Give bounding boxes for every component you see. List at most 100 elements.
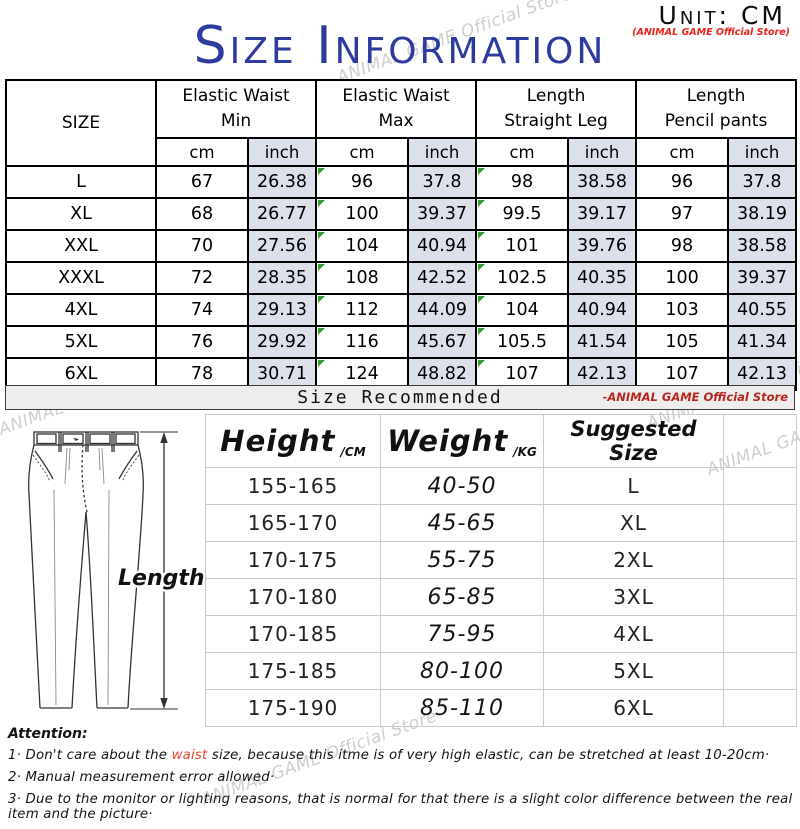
weight-cell: 85-110 — [380, 689, 544, 727]
note1-waist-highlight: waist — [171, 748, 208, 763]
height-cell: 155-165 — [205, 467, 381, 505]
size-cell: L — [5, 165, 157, 199]
size-cell: XL — [5, 197, 157, 231]
recommend-row: 165-170 45-65 XL — [205, 504, 797, 542]
straight-inch-cell: 41.54 — [567, 325, 638, 359]
length-label: Length — [118, 566, 205, 591]
suggested-size-cell: 6XL — [543, 689, 724, 727]
empty-cell — [723, 504, 797, 542]
unit-label: Unit: CM — [658, 1, 786, 30]
weight-cell: 80-100 — [380, 652, 544, 690]
store-note-bar: -ANIMAL GAME Official Store — [602, 390, 788, 404]
size-row: XXL 70 27.56 104 40.94 101 39.76 98 38.5… — [5, 229, 798, 263]
empty-cell — [723, 615, 797, 653]
recommend-row: 175-190 85-110 6XL — [205, 689, 797, 727]
straight-inch-cell: 38.58 — [567, 165, 638, 199]
recommend-row: 170-175 55-75 2XL — [205, 541, 797, 579]
attention-note-3: 3· Due to the monitor or lighting reason… — [8, 792, 793, 822]
max-cm-cell: 108 — [315, 261, 410, 295]
group-header-waist-min: Elastic Waist Min — [154, 79, 318, 139]
size-row: 4XL 74 29.13 112 44.09 104 40.94 103 40.… — [5, 293, 798, 327]
unit-inch-cell: inch — [246, 137, 318, 167]
recommend-row: 170-180 65-85 3XL — [205, 578, 797, 616]
pencil-cm-cell: 97 — [635, 197, 730, 231]
note1-post: size, because this itme is of very high … — [207, 748, 770, 763]
straight-inch-cell: 39.17 — [567, 197, 638, 231]
pencil-inch-cell: 37.8 — [727, 165, 798, 199]
recommend-header-row: Height /CM Weight /KG Suggested Size — [205, 414, 797, 468]
min-cm-cell: 76 — [155, 325, 249, 359]
max-inch-cell: 45.67 — [407, 325, 478, 359]
recommend-row: 155-165 40-50 L — [205, 467, 797, 505]
weight-cell: 65-85 — [380, 578, 544, 616]
unit-inch-cell: inch — [727, 137, 798, 167]
height-cell: 170-180 — [205, 578, 381, 616]
straight-inch-cell: 40.35 — [567, 261, 638, 295]
weight-cell: 45-65 — [380, 504, 544, 542]
attention-note-1: 1· Don't care about the waist size, beca… — [8, 748, 796, 763]
group-line1: Elastic Waist — [182, 86, 290, 106]
straight-cm-cell: 102.5 — [475, 261, 570, 295]
pencil-cm-cell: 105 — [635, 325, 730, 359]
size-recommended-bar: Size Recommended -ANIMAL GAME Official S… — [5, 385, 795, 410]
pencil-inch-cell: 39.37 — [727, 261, 798, 295]
height-header: Height /CM — [205, 414, 381, 468]
straight-cm-cell: 101 — [475, 229, 570, 263]
height-unit: /CM — [340, 445, 366, 459]
straight-inch-cell: 39.76 — [567, 229, 638, 263]
height-cell: 170-185 — [205, 615, 381, 653]
attention-section: Attention: 1· Don't care about the waist… — [8, 726, 796, 829]
unit-cm-cell: cm — [315, 137, 410, 167]
empty-cell — [723, 467, 797, 505]
size-cell: XXXL — [5, 261, 157, 295]
size-table-header-row: SIZE Elastic Waist Min Elastic Waist Max… — [5, 79, 798, 167]
height-label: Height — [220, 424, 336, 458]
min-inch-cell: 26.77 — [246, 197, 318, 231]
store-note-top: (ANIMAL GAME Official Store) — [632, 27, 790, 38]
min-cm-cell: 68 — [155, 197, 249, 231]
group-line1: Length — [686, 86, 746, 106]
unit-cm-cell: cm — [155, 137, 249, 167]
empty-cell — [723, 578, 797, 616]
pencil-cm-cell: 100 — [635, 261, 730, 295]
group-line1: Elastic Waist — [342, 86, 450, 106]
height-cell: 175-190 — [205, 689, 381, 727]
pencil-cm-cell: 103 — [635, 293, 730, 327]
weight-label: Weight — [387, 424, 509, 458]
max-inch-cell: 42.52 — [407, 261, 478, 295]
size-row: 5XL 76 29.92 116 45.67 105.5 41.54 105 4… — [5, 325, 798, 359]
min-cm-cell: 70 — [155, 229, 249, 263]
recommend-row: 170-185 75-95 4XL — [205, 615, 797, 653]
min-cm-cell: 74 — [155, 293, 249, 327]
group-line2: Min — [220, 111, 252, 131]
min-cm-cell: 67 — [155, 165, 249, 199]
group-line2: Straight Leg — [504, 111, 608, 131]
straight-cm-cell: 104 — [475, 293, 570, 327]
straight-inch-cell: 40.94 — [567, 293, 638, 327]
pants-diagram: Length — [4, 412, 214, 728]
pencil-cm-cell: 98 — [635, 229, 730, 263]
weight-unit: /KG — [513, 445, 537, 459]
group-line2: Max — [378, 111, 414, 131]
pencil-inch-cell: 38.58 — [727, 229, 798, 263]
page-title: Size Information — [193, 16, 607, 76]
weight-cell: 75-95 — [380, 615, 544, 653]
straight-cm-cell: 98 — [475, 165, 570, 199]
min-inch-cell: 27.56 — [246, 229, 318, 263]
size-recommended-title: Size Recommended — [297, 387, 503, 408]
weight-cell: 55-75 — [380, 541, 544, 579]
size-row: XXXL 72 28.35 108 42.52 102.5 40.35 100 … — [5, 261, 798, 295]
height-cell: 175-185 — [205, 652, 381, 690]
min-inch-cell: 28.35 — [246, 261, 318, 295]
max-cm-cell: 116 — [315, 325, 410, 359]
attention-heading: Attention: — [8, 726, 88, 742]
suggested-size-label: Suggested Size — [570, 417, 697, 465]
pencil-inch-cell: 38.19 — [727, 197, 798, 231]
recommend-row: 175-185 80-100 5XL — [205, 652, 797, 690]
min-inch-cell: 29.92 — [246, 325, 318, 359]
suggested-size-cell: 4XL — [543, 615, 724, 653]
suggested-size-cell: 3XL — [543, 578, 724, 616]
size-row: XL 68 26.77 100 39.37 99.5 39.17 97 38.1… — [5, 197, 798, 231]
length-arrow — [130, 431, 178, 710]
size-table: SIZE Elastic Waist Min Elastic Waist Max… — [5, 79, 798, 391]
